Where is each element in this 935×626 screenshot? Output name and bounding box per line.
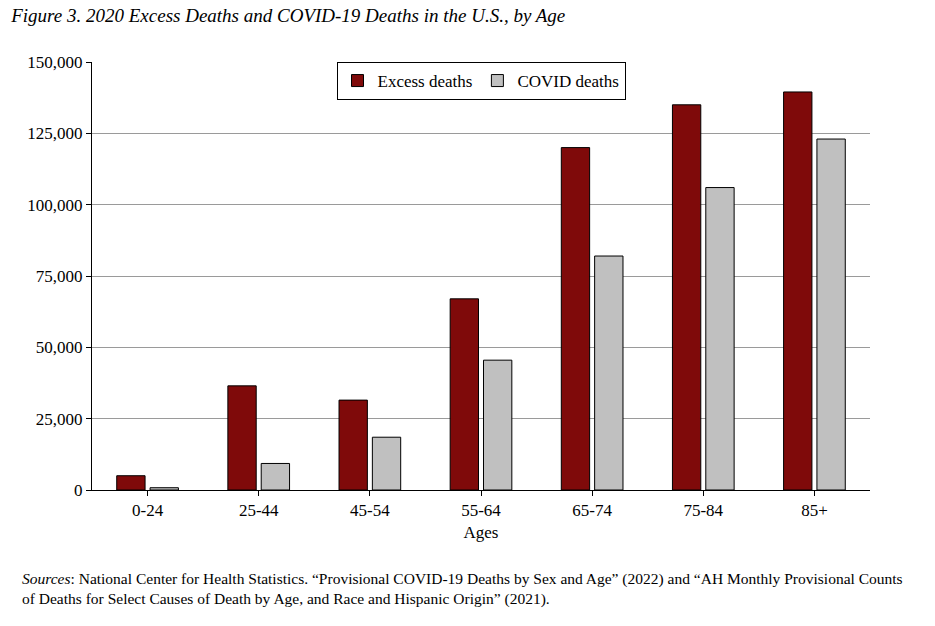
- svg-text:50,000: 50,000: [36, 338, 83, 357]
- svg-text:75,000: 75,000: [36, 267, 83, 286]
- svg-text:Ages: Ages: [464, 523, 499, 542]
- svg-text:25-44: 25-44: [239, 501, 279, 520]
- svg-text:0-24: 0-24: [132, 501, 164, 520]
- svg-text:55-64: 55-64: [461, 501, 501, 520]
- svg-text:25,000: 25,000: [36, 410, 83, 429]
- svg-text:85+: 85+: [801, 501, 828, 520]
- svg-text:65-74: 65-74: [572, 501, 612, 520]
- svg-text:150,000: 150,000: [27, 53, 82, 72]
- svg-text:100,000: 100,000: [27, 196, 82, 215]
- svg-text:75-84: 75-84: [683, 501, 723, 520]
- svg-text:Figure 3. 2020 Excess Deaths a: Figure 3. 2020 Excess Deaths and COVID-1…: [10, 5, 565, 26]
- svg-text:45-54: 45-54: [350, 501, 390, 520]
- svg-text:125,000: 125,000: [27, 124, 82, 143]
- svg-text:0: 0: [74, 481, 83, 500]
- html-text:Sources: National Center for H: Sources: National Center for Health Stat…: [22, 570, 903, 608]
- svg-text:COVID deaths: COVID deaths: [517, 72, 619, 91]
- svg-text:Excess deaths: Excess deaths: [378, 72, 473, 91]
